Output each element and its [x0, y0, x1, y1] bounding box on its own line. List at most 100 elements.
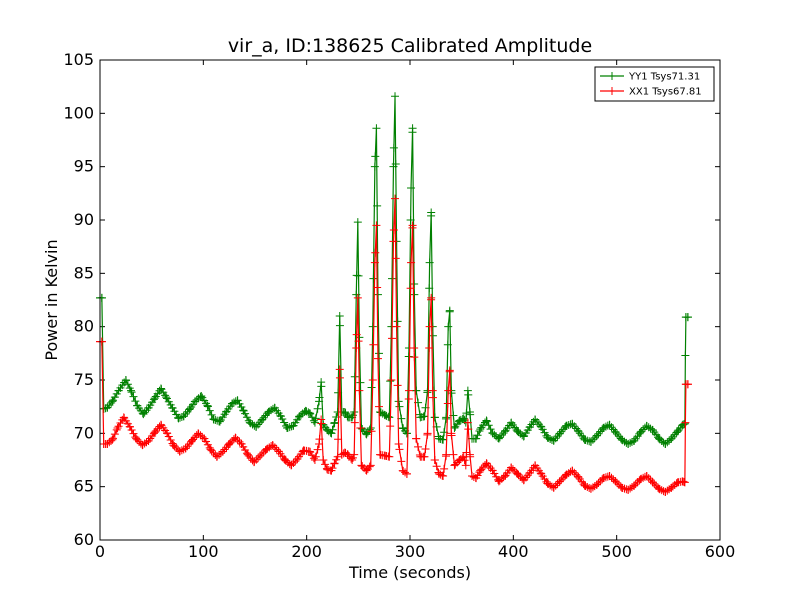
legend-entry: XX1 Tsys67.81	[600, 87, 702, 98]
data-point	[404, 386, 413, 395]
data-point	[150, 394, 159, 403]
data-point	[508, 465, 517, 474]
data-point	[164, 432, 173, 441]
data-point	[425, 284, 434, 293]
data-point	[241, 446, 250, 455]
data-point	[445, 306, 454, 315]
data-point	[367, 427, 376, 436]
data-point	[372, 221, 381, 230]
data-point	[270, 443, 279, 452]
data-point	[432, 462, 441, 471]
y-tick-label: 90	[74, 210, 94, 229]
data-point	[439, 435, 448, 444]
data-point	[459, 414, 468, 423]
data-point	[600, 423, 609, 432]
data-point	[97, 293, 106, 302]
axis-ticks: 0 100 200 300 400 500 600 60 65 70 75 80 85 90 95 100 10…	[63, 50, 735, 561]
data-point	[444, 322, 453, 331]
legend-label: XX1 Tsys67.81	[629, 87, 702, 98]
data-point	[340, 408, 349, 416]
data-point	[462, 448, 471, 457]
data-point	[250, 421, 259, 430]
data-point	[241, 409, 250, 418]
data-point	[461, 461, 470, 470]
data-point	[310, 456, 319, 464]
data-point	[428, 386, 437, 395]
data-point	[369, 274, 378, 283]
data-point	[375, 402, 383, 411]
data-point	[401, 468, 410, 477]
data-point	[250, 457, 259, 466]
data-point	[404, 394, 413, 403]
data-point	[538, 425, 547, 434]
data-point	[315, 435, 324, 444]
data-point	[313, 445, 322, 454]
data-point	[630, 481, 639, 490]
data-point	[350, 418, 359, 427]
data-point	[304, 408, 313, 417]
data-point	[369, 340, 378, 349]
data-point	[601, 473, 610, 482]
data-point	[630, 436, 639, 445]
data-point	[427, 293, 436, 302]
data-point	[440, 464, 449, 473]
data-point	[224, 440, 233, 449]
data-point	[218, 447, 227, 456]
data-point	[356, 378, 365, 387]
data-point	[202, 437, 211, 446]
data-point	[680, 478, 689, 487]
data-point	[366, 424, 375, 432]
data-point	[97, 337, 106, 346]
data-point	[370, 258, 379, 267]
data-point	[239, 442, 248, 451]
data-point	[546, 434, 555, 443]
data-point	[168, 404, 177, 413]
y-tick-label: 100	[63, 103, 94, 122]
data-point	[447, 431, 456, 440]
data-point	[207, 410, 216, 419]
y-tick-label: 75	[74, 370, 94, 389]
data-point	[170, 407, 179, 416]
data-point	[391, 194, 400, 203]
x-tick-label: 500	[601, 542, 632, 561]
data-point	[593, 431, 602, 440]
y-tick-label: 105	[63, 50, 94, 69]
data-point	[394, 440, 403, 448]
data-point	[574, 427, 583, 436]
data-point	[420, 452, 429, 461]
data-point	[389, 225, 398, 234]
data-point	[131, 397, 140, 406]
data-point	[371, 152, 380, 161]
data-point	[142, 438, 151, 447]
data-point	[611, 428, 620, 437]
data-point	[192, 395, 201, 404]
data-point	[566, 467, 575, 476]
data-point	[330, 459, 339, 468]
data-point	[442, 413, 451, 422]
data-point	[473, 431, 482, 440]
data-point	[355, 386, 364, 395]
data-point	[655, 485, 664, 494]
y-axis-label: Power in Kelvin	[42, 239, 61, 360]
data-point	[654, 433, 662, 442]
data-point	[328, 425, 337, 434]
data-point	[549, 483, 558, 492]
data-point	[449, 450, 458, 459]
x-tick-label: 200	[291, 542, 322, 561]
data-point	[414, 442, 423, 451]
data-point	[330, 418, 339, 427]
data-point	[347, 454, 356, 463]
data-point	[637, 427, 646, 436]
x-tick-label: 0	[95, 542, 105, 561]
data-point	[127, 388, 136, 397]
data-point	[350, 372, 359, 381]
data-point	[308, 413, 317, 422]
data-point	[175, 447, 184, 456]
data-point	[177, 446, 186, 455]
data-point	[289, 458, 298, 467]
data-point	[472, 434, 481, 443]
data-point	[402, 469, 411, 478]
data-point	[386, 377, 395, 386]
data-point	[335, 373, 344, 382]
